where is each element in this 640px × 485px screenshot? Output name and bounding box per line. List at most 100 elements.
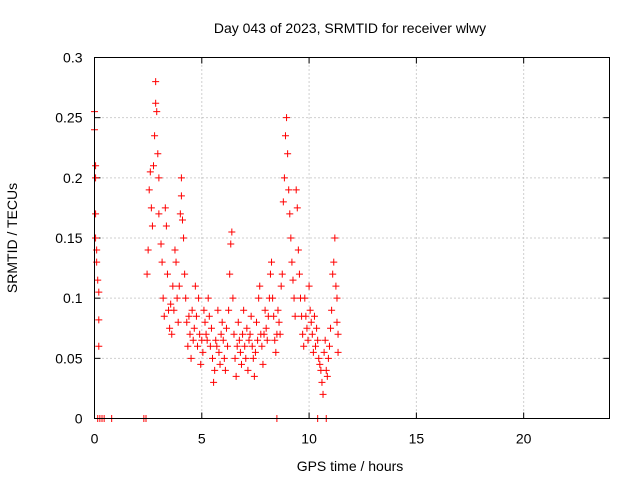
chart-title: Day 043 of 2023, SRMTID for receiver wlw… bbox=[214, 20, 486, 36]
data-point bbox=[256, 282, 264, 290]
data-point bbox=[166, 324, 174, 332]
data-point bbox=[271, 336, 279, 344]
data-point bbox=[227, 240, 235, 248]
data-point bbox=[94, 276, 102, 284]
data-point bbox=[269, 294, 277, 302]
data-point bbox=[239, 330, 247, 338]
data-point bbox=[229, 294, 237, 302]
data-point bbox=[283, 114, 291, 122]
data-point bbox=[328, 306, 336, 314]
data-point bbox=[316, 360, 324, 368]
x-tick-label: 15 bbox=[409, 431, 425, 447]
data-point bbox=[212, 336, 220, 344]
data-point bbox=[92, 234, 100, 242]
data-point bbox=[92, 210, 100, 218]
data-point bbox=[258, 342, 266, 350]
x-tick-label: 10 bbox=[301, 431, 317, 447]
data-point bbox=[211, 366, 219, 374]
data-point bbox=[248, 342, 256, 350]
data-point bbox=[155, 174, 163, 182]
data-point bbox=[284, 150, 292, 158]
data-point bbox=[224, 342, 232, 350]
y-axis-label: SRMTID / TECUs bbox=[4, 183, 20, 293]
data-point bbox=[322, 366, 330, 374]
plot-frame bbox=[94, 57, 610, 419]
data-point bbox=[168, 330, 176, 338]
data-point bbox=[243, 324, 251, 332]
data-point bbox=[293, 204, 301, 212]
y-tick-label: 0.15 bbox=[55, 230, 82, 246]
y-tick-label: 0.2 bbox=[63, 170, 83, 186]
y-tick-label: 0.1 bbox=[63, 290, 83, 306]
data-point bbox=[221, 366, 229, 374]
data-point bbox=[95, 288, 103, 296]
data-point bbox=[289, 276, 297, 284]
data-point bbox=[145, 186, 153, 194]
data-point bbox=[233, 342, 241, 350]
data-point bbox=[152, 78, 160, 86]
tick-labels: 0 0.05 0.1 0.15 0.2 0.25 0.3 0 5 10 15 20 bbox=[55, 50, 531, 447]
data-point bbox=[199, 348, 207, 356]
data-point bbox=[244, 366, 252, 374]
data-point bbox=[333, 294, 341, 302]
data-point bbox=[92, 162, 100, 170]
data-point bbox=[163, 270, 171, 278]
data-point bbox=[318, 378, 326, 386]
data-point bbox=[155, 210, 163, 218]
data-point bbox=[308, 330, 316, 338]
data-point bbox=[275, 318, 283, 326]
data-point bbox=[259, 360, 267, 368]
data-point bbox=[182, 294, 190, 302]
data-point bbox=[160, 312, 168, 320]
data-point bbox=[231, 354, 239, 362]
data-point bbox=[237, 360, 245, 368]
data-point bbox=[181, 270, 189, 278]
data-point bbox=[329, 270, 337, 278]
data-point bbox=[303, 324, 311, 332]
data-point bbox=[230, 330, 238, 338]
data-point bbox=[152, 99, 160, 107]
data-point bbox=[207, 324, 215, 332]
data-point bbox=[263, 336, 271, 344]
y-tick-label: 0.05 bbox=[55, 350, 82, 366]
data-point bbox=[277, 282, 285, 290]
x-axis-label: GPS time / hours bbox=[297, 458, 404, 474]
data-point bbox=[92, 174, 100, 182]
data-point bbox=[170, 306, 178, 314]
data-point bbox=[143, 270, 151, 278]
data-point bbox=[195, 294, 203, 302]
y-tick-label: 0 bbox=[75, 411, 83, 427]
data-point bbox=[313, 324, 321, 332]
data-point bbox=[158, 258, 166, 266]
data-point bbox=[177, 174, 185, 182]
data-point bbox=[295, 270, 303, 278]
data-point bbox=[241, 342, 249, 350]
data-point bbox=[222, 324, 230, 332]
data-point bbox=[319, 390, 327, 398]
data-point bbox=[234, 318, 242, 326]
data-point bbox=[290, 294, 298, 302]
data-point bbox=[225, 306, 233, 314]
data-point bbox=[162, 222, 170, 230]
data-point bbox=[194, 342, 201, 350]
data-point bbox=[209, 354, 217, 362]
data-point bbox=[174, 318, 182, 326]
data-point bbox=[180, 234, 188, 242]
data-point bbox=[270, 312, 278, 320]
data-point bbox=[214, 306, 222, 314]
data-point bbox=[172, 258, 180, 266]
data-point bbox=[281, 132, 289, 140]
data-point bbox=[203, 336, 211, 344]
data-point bbox=[196, 330, 204, 338]
data-point bbox=[245, 336, 253, 344]
data-point bbox=[304, 336, 312, 344]
data-point bbox=[249, 354, 257, 362]
axis-ticks bbox=[94, 57, 610, 419]
data-point bbox=[254, 336, 262, 344]
data-point bbox=[210, 378, 218, 386]
data-point bbox=[247, 312, 255, 320]
data-point bbox=[228, 228, 236, 236]
data-point bbox=[272, 348, 280, 356]
